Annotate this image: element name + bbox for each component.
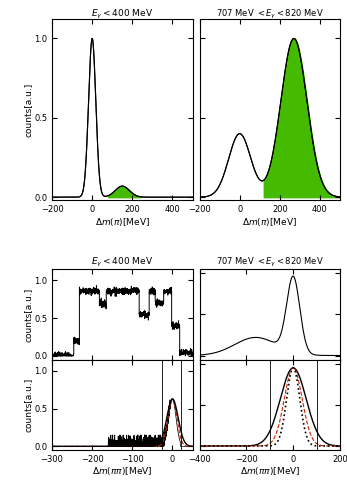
Title: $E_\gamma<400$ MeV: $E_\gamma<400$ MeV bbox=[91, 8, 153, 21]
Title: $E_\gamma<400$ MeV: $E_\gamma<400$ MeV bbox=[91, 256, 153, 269]
X-axis label: $\Delta m(\pi\pi)$[MeV]: $\Delta m(\pi\pi)$[MeV] bbox=[92, 466, 153, 477]
Y-axis label: counts[a.u.]: counts[a.u.] bbox=[24, 378, 33, 432]
Title: $707$ MeV $< E_\gamma<820$ MeV: $707$ MeV $< E_\gamma<820$ MeV bbox=[216, 8, 324, 21]
Y-axis label: counts[a.u.]: counts[a.u.] bbox=[24, 83, 33, 137]
Y-axis label: counts[a.u.]: counts[a.u.] bbox=[24, 287, 33, 342]
Title: $707$ MeV $< E_\gamma<820$ MeV: $707$ MeV $< E_\gamma<820$ MeV bbox=[216, 256, 324, 269]
X-axis label: $\Delta m(\pi)$[MeV]: $\Delta m(\pi)$[MeV] bbox=[95, 215, 150, 227]
X-axis label: $\Delta m(\pi)$[MeV]: $\Delta m(\pi)$[MeV] bbox=[242, 215, 297, 227]
X-axis label: $\Delta m(\pi\pi)$[MeV]: $\Delta m(\pi\pi)$[MeV] bbox=[239, 466, 300, 477]
